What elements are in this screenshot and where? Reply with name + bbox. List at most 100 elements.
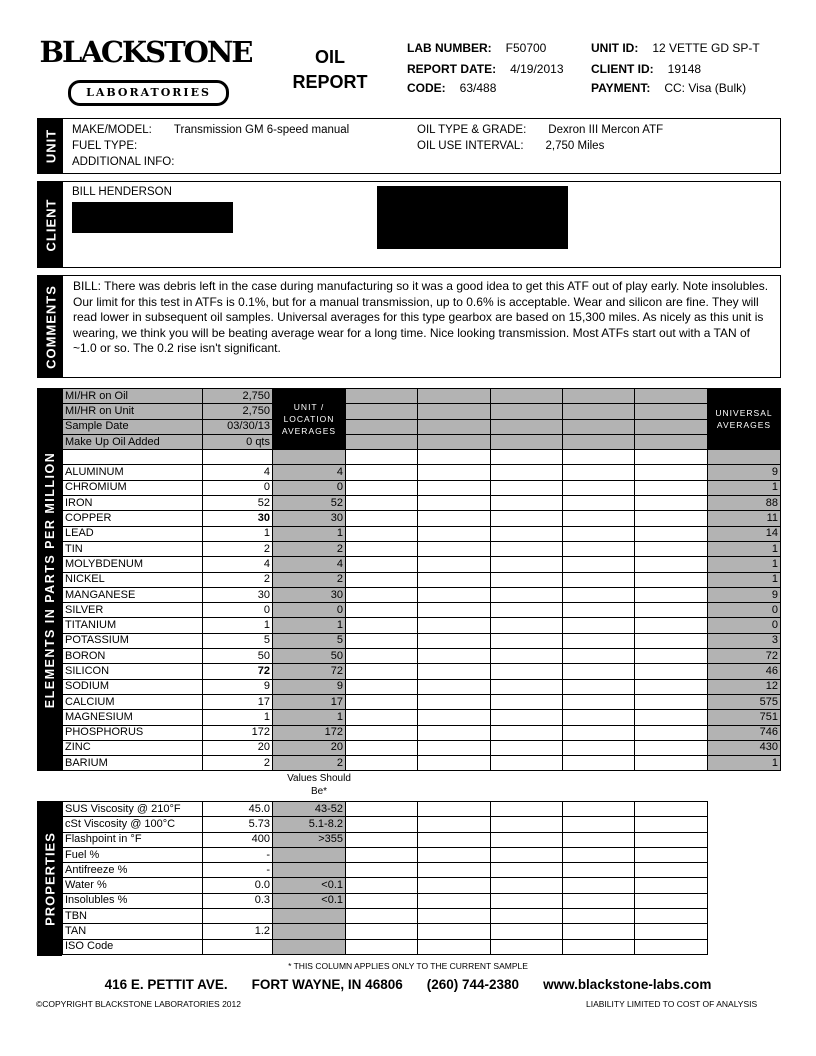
history-cell <box>634 877 708 894</box>
element-value: 17 <box>202 693 273 711</box>
element-unit-average: 20 <box>272 739 346 757</box>
report-date: 4/19/2013 <box>510 62 564 76</box>
logo-sub: LABORATORIES <box>68 80 229 106</box>
history-cell <box>634 724 708 741</box>
element-name: POTASSIUM <box>62 632 203 650</box>
element-row: MANGANESE 30 30 9 <box>62 586 781 604</box>
redacted-contact <box>377 186 568 249</box>
history-cell <box>490 923 563 940</box>
history-cell <box>562 693 635 711</box>
footer-website[interactable]: www.blackstone-labs.com <box>543 977 712 992</box>
element-value: 30 <box>202 586 273 604</box>
title-line-1: OIL <box>315 47 345 67</box>
element-value: 9 <box>202 678 273 695</box>
history-cell <box>417 602 491 619</box>
history-cell <box>417 816 491 833</box>
property-name: Insolubles % <box>62 892 203 910</box>
history-cell <box>417 433 491 451</box>
history-cell <box>345 387 418 405</box>
element-row: PHOSPHORUS 172 172 746 <box>62 724 781 741</box>
history-cell <box>490 586 563 604</box>
element-name: CHROMIUM <box>62 479 203 497</box>
blank-cell <box>707 449 781 466</box>
history-cell <box>345 709 418 726</box>
element-value: 4 <box>202 556 273 573</box>
history-cell <box>417 938 491 955</box>
history-cell <box>634 540 708 558</box>
property-value: - <box>202 862 273 879</box>
element-row: CHROMIUM 0 0 1 <box>62 479 781 497</box>
spacer-row <box>62 449 781 466</box>
property-value: 0.0 <box>202 877 273 894</box>
history-cell <box>417 648 491 665</box>
element-unit-average: 50 <box>272 648 346 665</box>
blank-cell <box>62 449 203 466</box>
blank-cell <box>345 449 418 466</box>
property-value: 5.73 <box>202 816 273 833</box>
element-value: 2 <box>202 571 273 588</box>
element-value: 172 <box>202 724 273 741</box>
history-cell <box>634 556 708 573</box>
history-cell <box>634 678 708 695</box>
footer-contact: 416 E. PETTIT AVE. FORT WAYNE, IN 46806 … <box>0 977 816 992</box>
element-universal-average: 88 <box>707 495 781 512</box>
comments-section: COMMENTS BILL: There was debris left in … <box>37 275 781 378</box>
comments-section-bar: COMMENTS <box>38 276 63 377</box>
history-cell <box>490 892 563 910</box>
history-cell <box>417 892 491 910</box>
element-universal-average: 0 <box>707 617 781 634</box>
history-cell <box>562 403 635 420</box>
history-cell <box>490 556 563 573</box>
history-cell <box>634 464 708 481</box>
history-cell <box>562 862 635 879</box>
element-value: 50 <box>202 648 273 665</box>
history-cell <box>634 648 708 665</box>
properties-section-bar: PROPERTIES <box>37 801 62 956</box>
history-cell <box>562 464 635 481</box>
element-name: NICKEL <box>62 571 203 588</box>
history-cell <box>562 387 635 405</box>
property-name: Flashpoint in °F <box>62 831 203 848</box>
element-unit-average: 17 <box>272 693 346 711</box>
history-cell <box>562 648 635 665</box>
element-name: TITANIUM <box>62 617 203 634</box>
payment: CC: Visa (Bulk) <box>664 81 747 95</box>
history-cell <box>634 602 708 619</box>
history-cell <box>490 831 563 848</box>
history-cell <box>562 556 635 573</box>
element-row: SODIUM 9 9 12 <box>62 678 781 695</box>
element-value: 30 <box>202 510 273 527</box>
element-row: MAGNESIUM 1 1 751 <box>62 709 781 726</box>
element-name: SODIUM <box>62 678 203 695</box>
footer-address: 416 E. PETTIT AVE. <box>104 977 228 992</box>
element-value: 4 <box>202 464 273 481</box>
history-cell <box>562 586 635 604</box>
element-universal-average: 11 <box>707 510 781 527</box>
property-value: 1.2 <box>202 923 273 940</box>
element-universal-average: 746 <box>707 724 781 741</box>
history-cell <box>345 648 418 665</box>
title-line-2: REPORT <box>292 72 368 92</box>
element-unit-average: 1 <box>272 709 346 726</box>
element-row: TITANIUM 1 1 0 <box>62 617 781 634</box>
history-cell <box>417 862 491 879</box>
oil-interval-field: OIL USE INTERVAL: 2,750 Miles <box>417 140 604 152</box>
report-date-label: REPORT DATE: <box>407 62 497 76</box>
property-name: ISO Code <box>62 938 203 955</box>
should-be-header: Values Should Be* <box>287 773 351 797</box>
history-cell <box>417 739 491 757</box>
history-cell <box>562 479 635 497</box>
history-cell <box>490 571 563 588</box>
property-should-be <box>272 862 346 879</box>
history-cell <box>634 495 708 512</box>
history-cell <box>490 632 563 650</box>
property-row: SUS Viscosity @ 210°F 45.0 43-52 <box>62 800 708 818</box>
property-name: TBN <box>62 908 203 925</box>
history-cell <box>562 846 635 864</box>
history-cell <box>417 540 491 558</box>
property-row: Flashpoint in °F 400 >355 <box>62 831 708 848</box>
element-name: COPPER <box>62 510 203 527</box>
client-id-field: CLIENT ID: 19148 <box>591 62 701 76</box>
history-cell <box>634 479 708 497</box>
